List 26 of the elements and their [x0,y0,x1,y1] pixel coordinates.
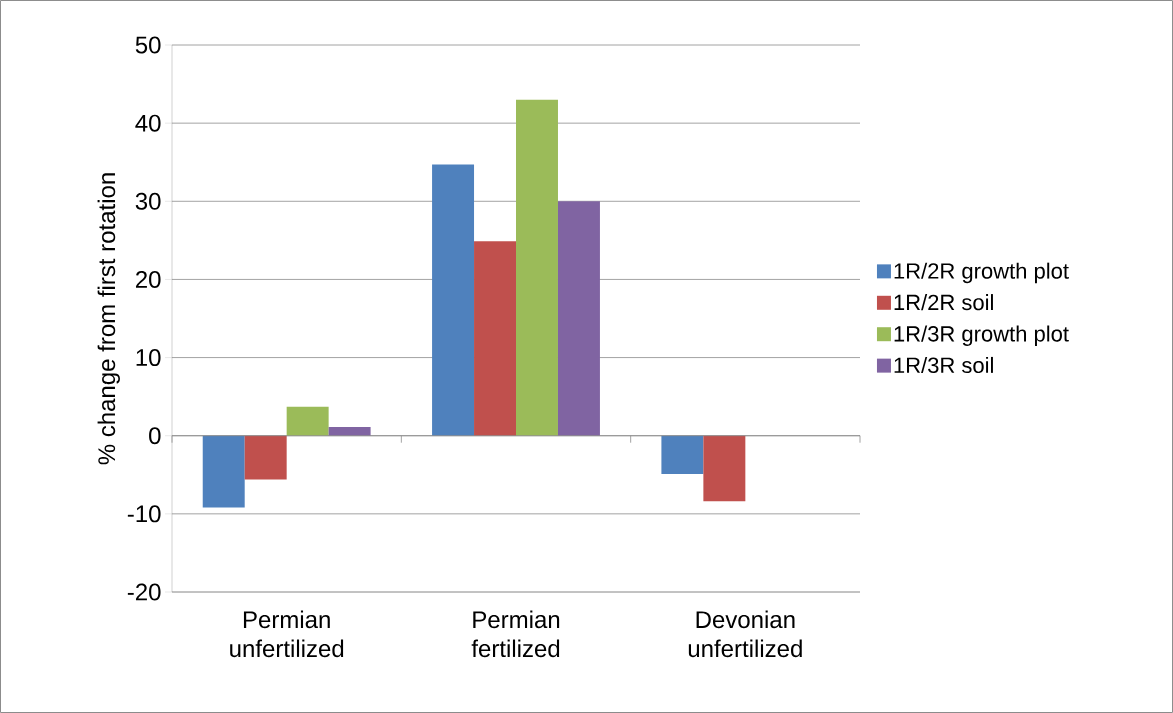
legend-label: 1R/2R growth plot [894,262,1069,284]
legend-label: 1R/3R growth plot [894,325,1069,346]
bar [661,435,704,474]
y-tick-label: 0 [149,427,161,445]
bar [432,164,475,436]
bar [703,435,746,502]
x-tick-label: Permian unfertilized [230,610,344,658]
y-tick-label: 50 [135,36,161,54]
bar [202,435,245,508]
legend-label: 1R/3R soil [894,356,993,374]
bar [474,241,516,436]
y-tick-label: 20 [135,270,161,288]
bar [286,406,329,436]
bar [328,427,371,436]
y-tick-label: 40 [135,114,161,132]
bar [516,99,558,436]
y-axis-title: % change from first rotation [97,173,120,465]
bar [244,435,287,480]
y-tick-label: 10 [136,349,161,367]
legend-label: 1R/2R soil [894,294,993,311]
y-tick-label: -10 [127,505,161,523]
x-tick-label: Permian fertilized [471,610,560,658]
x-tick-label: Devonian unfertilized [688,610,802,658]
bar [557,201,600,436]
y-tick-label: -20 [127,583,161,601]
y-tick-label: 30 [135,192,161,210]
